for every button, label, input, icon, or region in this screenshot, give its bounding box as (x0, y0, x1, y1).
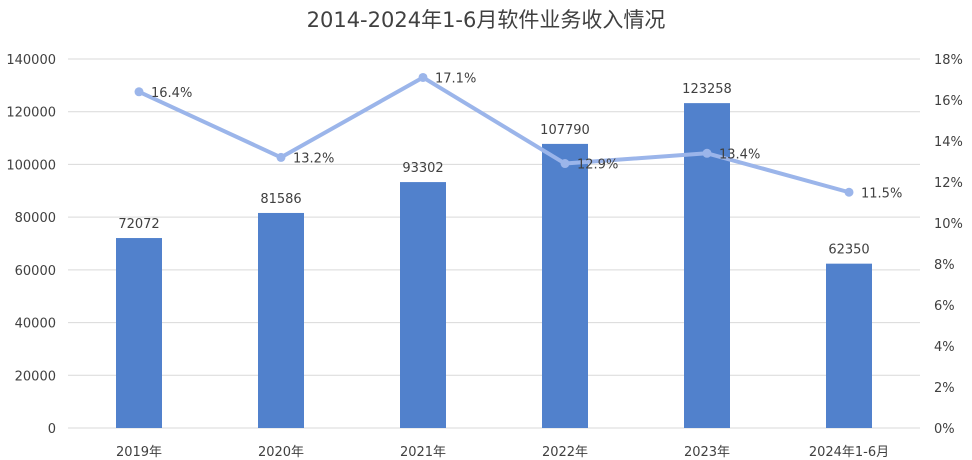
line-point (134, 87, 144, 97)
line-point (844, 187, 854, 197)
y-left-tick-label: 0 (48, 422, 56, 437)
y-left-tick-label: 80000 (15, 211, 56, 226)
line-data-label: 11.5% (861, 186, 902, 201)
bar-data-label: 81586 (260, 192, 301, 207)
bar (826, 263, 872, 428)
bar (400, 182, 446, 428)
y-right-tick-label: 6% (934, 299, 955, 314)
y-right-tick-label: 14% (934, 135, 963, 150)
line-series (137, 75, 851, 195)
x-tick-label: 2020年 (258, 445, 304, 460)
x-tick-label: 2024年1-6月 (809, 445, 889, 460)
bar-data-label: 123258 (682, 82, 732, 97)
y-right-tick-label: 0% (934, 422, 955, 437)
y-right-tick-label: 12% (934, 176, 963, 191)
line-point (702, 148, 712, 158)
line-data-label: 16.4% (151, 86, 192, 101)
line-point (418, 72, 428, 82)
chart-title: 2014-2024年1-6月软件业务收入情况 (306, 8, 666, 32)
y-right-tick-label: 8% (934, 258, 955, 273)
line-point (276, 152, 286, 162)
y-right-tick-label: 16% (934, 94, 963, 109)
x-tick-label: 2019年 (116, 445, 162, 460)
bar (258, 212, 304, 428)
y-right-tick-label: 2% (934, 381, 955, 396)
y-left-tick-label: 40000 (15, 317, 56, 332)
y-right-tick-label: 4% (934, 340, 955, 355)
y-left-tick-label: 60000 (15, 264, 56, 279)
bar (542, 143, 588, 428)
bar-data-label: 93302 (402, 161, 443, 176)
bar (116, 238, 162, 428)
line-data-label: 13.4% (719, 147, 760, 162)
line-data-label: 13.2% (293, 151, 334, 166)
y-left-tick-label: 140000 (6, 53, 56, 68)
y-left-tick-label: 20000 (15, 369, 56, 384)
bar-data-label: 107790 (540, 123, 590, 138)
line-data-label: 17.1% (435, 71, 476, 86)
line-data-label: 12.9% (577, 158, 618, 173)
bar-data-label: 62350 (828, 243, 869, 258)
bar-data-label: 72072 (118, 217, 159, 232)
y-right-tick-label: 10% (934, 217, 963, 232)
x-tick-label: 2022年 (542, 445, 588, 460)
line-point (560, 159, 570, 169)
x-tick-label: 2021年 (400, 445, 446, 460)
y-left-tick-label: 100000 (6, 158, 56, 173)
y-right-tick-label: 18% (934, 53, 963, 68)
y-left-tick-label: 120000 (6, 106, 56, 121)
x-tick-label: 2023年 (684, 445, 730, 460)
